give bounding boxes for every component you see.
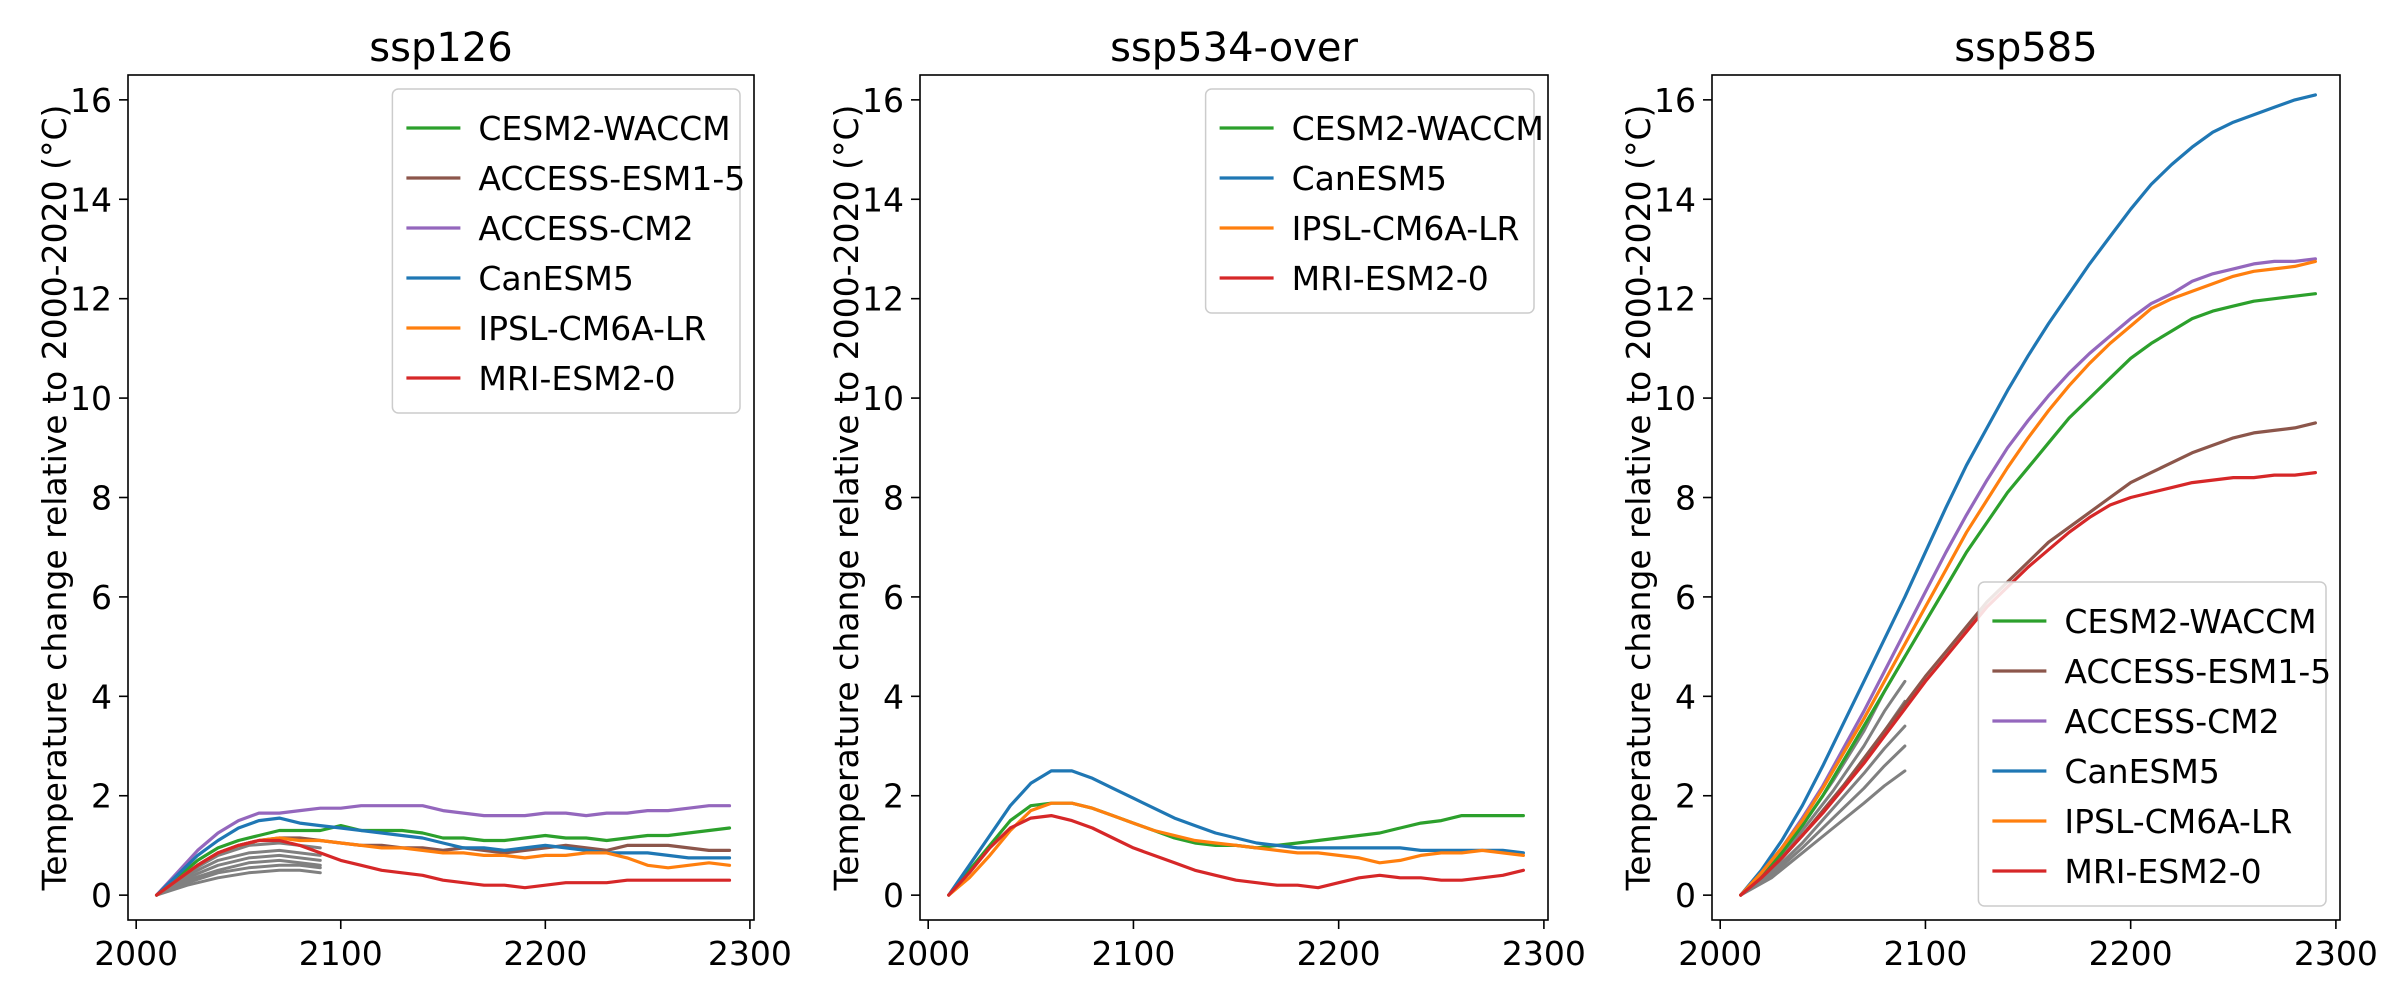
y-tick-label: 14: [70, 180, 112, 219]
legend-label: MRI-ESM2-0: [478, 359, 675, 398]
legend-label: CESM2-WACCM: [2064, 602, 2316, 641]
y-tick-label: 4: [1675, 677, 1696, 716]
legend-label: CanESM5: [478, 259, 633, 298]
legend: CESM2-WACCM ACCESS-ESM1-5 ACCESS-CM2 CanESM…: [391, 88, 745, 414]
y-tick-label: 6: [1675, 578, 1696, 617]
series-line-access-cm2: [1739, 257, 2317, 897]
series-line-canesm5: [155, 816, 732, 897]
legend: CESM2-WACCM ACCESS-ESM1-5 ACCESS-CM2 CanESM…: [1977, 581, 2331, 907]
series-line-canesm5: [1739, 93, 2317, 897]
ensemble-member-line: [1739, 724, 1907, 897]
x-tick-label: 2300: [1502, 934, 1586, 973]
legend-label: CanESM5: [2064, 752, 2219, 791]
legend-label: ACCESS-CM2: [478, 209, 693, 248]
series-line-canesm5: [947, 769, 1526, 897]
series-line-mri-esm2-0: [1739, 471, 2317, 897]
y-tick-label: 8: [91, 479, 112, 518]
x-tick-label: 2000: [1678, 934, 1762, 973]
y-tick-label: 0: [1675, 876, 1696, 915]
ensemble-member-line: [155, 858, 322, 897]
chart-panel-3: ssp585 Temperature change relative to 200…: [1619, 25, 2378, 973]
chart-panel-1: ssp126 Temperature change relative to 200…: [35, 25, 792, 973]
legend-label: ACCESS-ESM1-5: [478, 159, 745, 198]
y-tick-label: 0: [91, 876, 112, 915]
x-tick-label: 2000: [886, 934, 970, 973]
legend-label: IPSL-CM6A-LR: [478, 309, 706, 348]
legend-label: ACCESS-CM2: [2064, 702, 2279, 741]
y-tick-label: 14: [1654, 180, 1696, 219]
series-line-mri-esm2-0: [947, 813, 1526, 897]
y-tick-label: 12: [862, 280, 904, 319]
y-axis-label: Temperature change relative to 2000-2020…: [35, 105, 74, 892]
y-tick-label: 10: [1654, 379, 1696, 418]
ensemble-member-line: [1739, 655, 1907, 897]
y-tick-label: 10: [862, 379, 904, 418]
y-tick-label: 0: [883, 876, 904, 915]
y-tick-label: 16: [862, 81, 904, 120]
legend-label: MRI-ESM2-0: [2064, 852, 2261, 891]
legend: CESM2-WACCM CanESM5 IPSL-CM6A-LR MRI-ESM2-0: [1204, 88, 1544, 314]
y-axis-label: Temperature change relative to 2000-2020…: [827, 105, 866, 892]
y-tick-label: 12: [1654, 280, 1696, 319]
chart-title: ssp585: [1954, 25, 2097, 71]
series-line-access-cm2: [155, 804, 732, 897]
y-tick-label: 16: [70, 81, 112, 120]
series-group: [155, 804, 732, 897]
chart-title: ssp126: [369, 25, 512, 71]
series-line-mri-esm2-0: [155, 838, 732, 897]
series-line-cesm2-waccm: [1739, 292, 2317, 897]
legend-label: IPSL-CM6A-LR: [1292, 209, 1520, 248]
ensemble-member-line: [155, 848, 322, 897]
ensemble-member-line: [1739, 744, 1907, 897]
ensemble-member-line: [1739, 769, 1907, 897]
series-group: [1739, 93, 2317, 897]
y-tick-label: 2: [91, 777, 112, 816]
y-tick-label: 8: [1675, 479, 1696, 518]
x-tick-label: 2200: [503, 934, 587, 973]
legend-box: [1977, 581, 2327, 907]
legend-label: CanESM5: [1292, 159, 1447, 198]
x-tick-label: 2200: [1297, 934, 1381, 973]
y-tick-label: 14: [862, 180, 904, 219]
y-tick-label: 16: [1654, 81, 1696, 120]
legend-box: [391, 88, 741, 414]
ensemble-member-line: [155, 853, 322, 897]
y-tick-label: 6: [91, 578, 112, 617]
legend-label: MRI-ESM2-0: [1292, 259, 1489, 298]
x-tick-label: 2100: [1091, 934, 1175, 973]
legend-box: [1204, 88, 1535, 314]
y-tick-label: 12: [70, 280, 112, 319]
x-tick-label: 2200: [2089, 934, 2173, 973]
legend-label: ACCESS-ESM1-5: [2064, 652, 2331, 691]
series-line-ipsl-cm6a-lr: [1739, 259, 2317, 897]
y-axis-label: Temperature change relative to 2000-2020…: [1619, 105, 1658, 892]
series-group: [947, 769, 1526, 897]
y-tick-label: 6: [883, 578, 904, 617]
y-tick-label: 10: [70, 379, 112, 418]
chart-panel-2: ssp534-over Temperature change relative t…: [827, 25, 1586, 973]
legend-label: IPSL-CM6A-LR: [2064, 802, 2292, 841]
x-tick-label: 2100: [1883, 934, 1967, 973]
y-tick-label: 4: [883, 677, 904, 716]
y-tick-label: 8: [883, 479, 904, 518]
x-tick-label: 2300: [2294, 934, 2378, 973]
x-tick-label: 2300: [708, 934, 792, 973]
ensemble-member-line: [155, 868, 322, 897]
y-tick-label: 2: [883, 777, 904, 816]
y-tick-label: 4: [91, 677, 112, 716]
chart-title: ssp534-over: [1110, 25, 1358, 71]
ensemble-member-line: [155, 863, 322, 897]
series-line-ipsl-cm6a-lr: [947, 801, 1526, 897]
series-line-cesm2-waccm: [155, 823, 732, 897]
x-tick-label: 2100: [299, 934, 383, 973]
y-tick-label: 2: [1675, 777, 1696, 816]
legend-label: CESM2-WACCM: [478, 109, 730, 148]
legend-label: CESM2-WACCM: [1292, 109, 1544, 148]
x-tick-label: 2000: [94, 934, 178, 973]
